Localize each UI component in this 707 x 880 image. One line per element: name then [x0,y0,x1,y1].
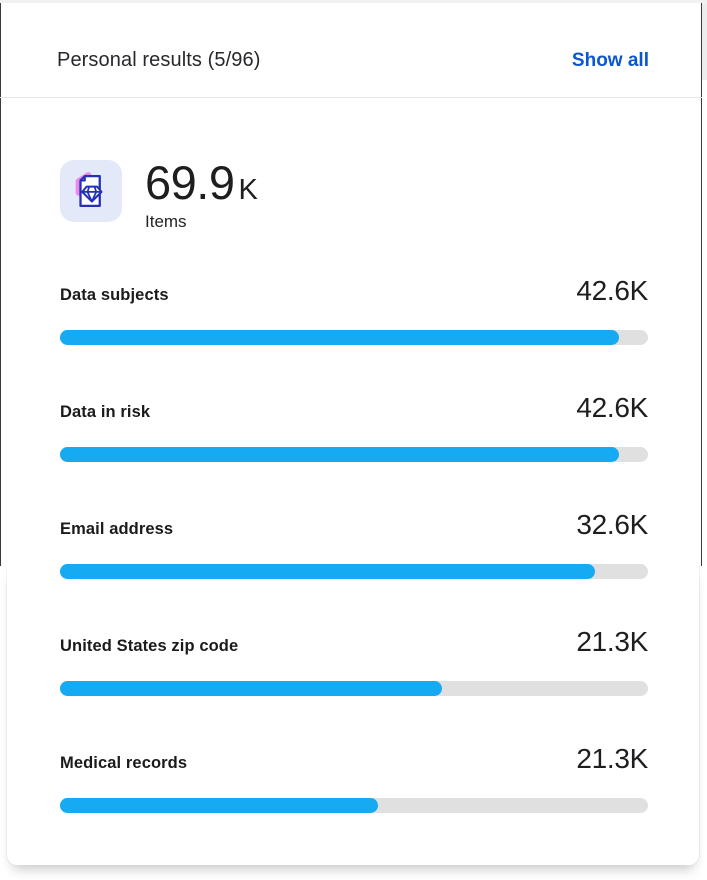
background-bleed [702,4,707,80]
metric-label: Data subjects [60,286,169,304]
progress-bar-track [60,447,648,462]
progress-bar-fill [60,564,596,579]
metric-row: United States zip code 21.3K [60,624,648,741]
metric-row: Data subjects 42.6K [60,273,648,390]
metric-row-head: Email address 32.6K [60,507,648,543]
summary-text: 69.9 K Items [145,158,258,232]
metric-label: United States zip code [60,637,239,655]
metrics-list: Data subjects 42.6K Data in risk 42.6K E… [60,273,648,858]
items-summary: 69.9 K Items [60,158,258,232]
document-gem-icon-svg [75,172,103,208]
progress-bar-track [60,681,648,696]
summary-label: Items [145,212,187,231]
panel-header: Personal results (5/96) Show all [57,46,649,75]
document-gem-icon [60,160,122,222]
show-all-link[interactable]: Show all [571,50,649,71]
window-top-edge [0,0,707,4]
metric-value: 42.6K [576,392,648,423]
personal-results-panel [0,3,702,566]
metric-row-head: Medical records 21.3K [60,741,648,777]
progress-bar-fill [60,447,619,462]
progress-bar-fill [60,798,378,813]
summary-value: 69.9 [145,156,235,209]
header-divider [0,97,702,98]
metric-row-head: United States zip code 21.3K [60,624,648,660]
underlying-card [7,566,699,865]
metric-value: 21.3K [576,626,648,657]
metric-value: 42.6K [576,275,648,306]
progress-bar-track [60,330,648,345]
progress-bar-fill [60,681,443,696]
metric-value: 32.6K [576,509,648,540]
metric-row: Data in risk 42.6K [60,390,648,507]
metric-value: 21.3K [576,743,648,774]
metric-label: Email address [60,520,174,538]
metric-label: Data in risk [60,403,151,421]
metric-row-head: Data subjects 42.6K [60,273,648,309]
metric-row: Email address 32.6K [60,507,648,624]
progress-bar-track [60,798,648,813]
metric-row-head: Data in risk 42.6K [60,390,648,426]
summary-unit: K [238,174,258,206]
progress-bar-track [60,564,648,579]
metric-row: Medical records 21.3K [60,741,648,858]
metric-label: Medical records [60,754,188,772]
panel-title: Personal results (5/96) [57,49,261,71]
summary-value-line: 69.9 K [145,158,258,208]
progress-bar-fill [60,330,619,345]
